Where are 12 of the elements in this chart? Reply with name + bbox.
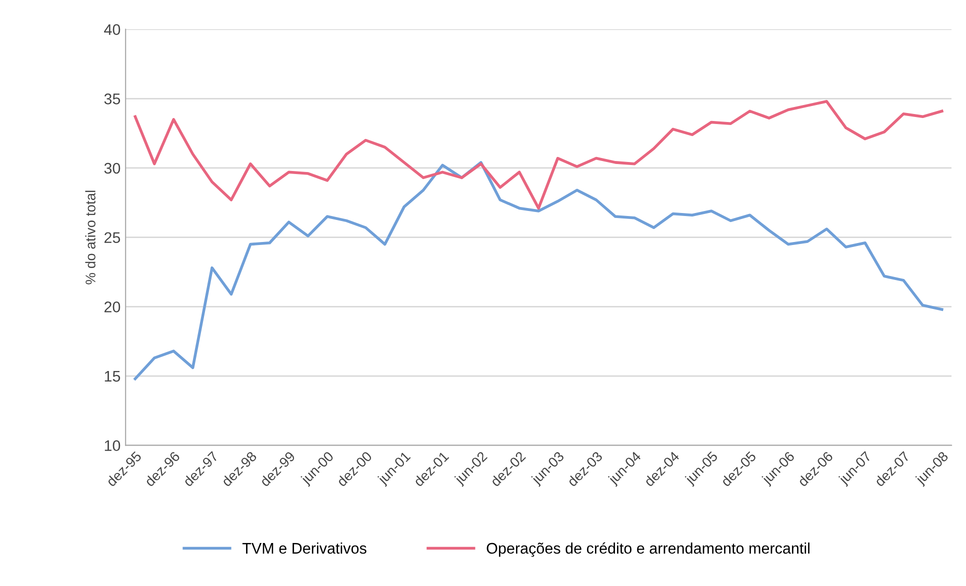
line-series bbox=[134, 100, 944, 210]
legend-label: Operações de crédito e arrendamento mercantil bbox=[486, 542, 810, 557]
y-tick-label: 30 bbox=[104, 162, 120, 174]
y-tick-label: 35 bbox=[104, 94, 120, 104]
y-tick-label: 20 bbox=[104, 302, 120, 312]
y-tick-label: 15 bbox=[104, 371, 120, 382]
y-tick-label: 25 bbox=[104, 232, 120, 244]
y-tick-label: 40 bbox=[104, 24, 120, 35]
legend-label: TVM e Derivativos bbox=[242, 542, 366, 554]
y-tick-label: 10 bbox=[104, 440, 120, 452]
line-series bbox=[134, 161, 944, 380]
y-axis-title: % do ativo total bbox=[85, 190, 96, 284]
